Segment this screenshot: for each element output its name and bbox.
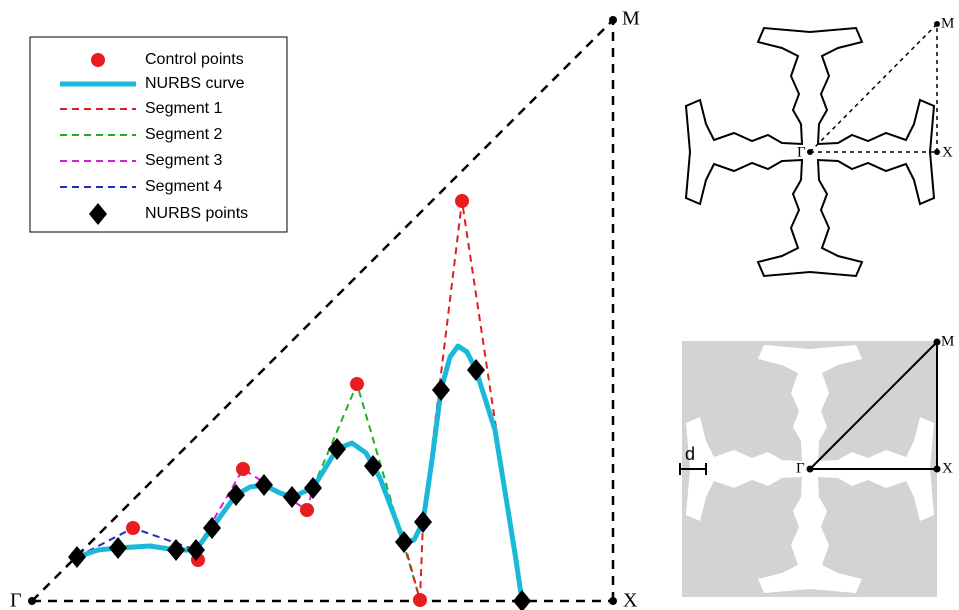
m-label: M [622,8,640,30]
legend-label: Segment 3 [145,152,222,169]
point [28,597,36,605]
control-point [236,462,250,476]
x-label: X [942,460,953,476]
point [807,466,814,473]
gamma-label: Γ [796,460,805,476]
gamma-label: Γ [797,144,806,160]
m-label: M [941,333,954,349]
nurbs-curve [77,346,522,601]
point [807,149,813,155]
legend-label: Control points [145,51,244,68]
control-point [350,377,364,391]
nurbs-points [68,359,531,610]
point [934,466,941,473]
legend-label: NURBS points [145,205,248,222]
legend-label: Segment 4 [145,178,222,195]
segments [77,201,522,601]
gamma-label: Γ [10,590,22,610]
point [934,339,941,346]
nurbs-point [167,539,185,561]
point [934,149,940,155]
control-point [413,593,427,607]
nurbs-point [395,531,413,553]
point [609,597,617,605]
point [934,21,940,27]
control-point [300,503,314,517]
legend-label: Segment 1 [145,100,222,117]
point [609,16,617,24]
control-point [455,194,469,208]
m-label: M [941,15,954,31]
legend-label: Segment 2 [145,126,222,143]
legend-marker [91,53,105,67]
nurbs-point [513,590,531,610]
control-point [126,521,140,535]
x-label: X [623,590,638,610]
nurbs-point [432,379,450,401]
d-label: d [685,444,695,464]
legend-label: NURBS curve [145,75,245,92]
x-label: X [942,144,953,160]
nurbs-point [109,537,127,559]
figure: Γ X M Control points NURBS curve Segment 1… [0,0,959,610]
